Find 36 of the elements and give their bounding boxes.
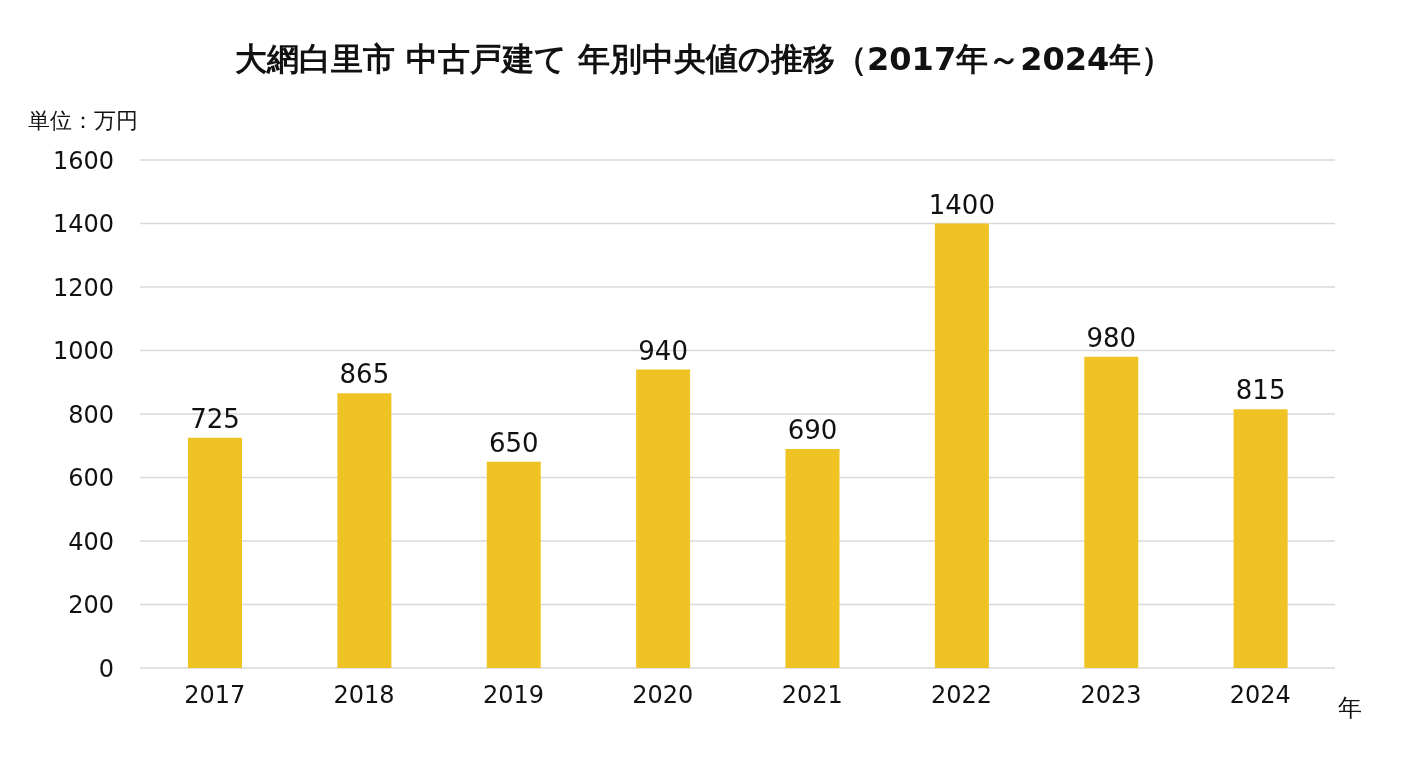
data-label: 815 [1235, 375, 1286, 406]
y-tick-label: 200 [68, 591, 114, 620]
y-tick-label: 1400 [52, 210, 114, 239]
x-tick-label: 2022 [931, 681, 993, 710]
x-tick-label: 2017 [184, 681, 246, 710]
x-tick-label: 2020 [632, 681, 694, 710]
y-tick-label: 1200 [52, 273, 114, 302]
bar [337, 393, 392, 668]
data-label: 940 [638, 335, 688, 366]
x-tick-label: 2021 [781, 681, 843, 710]
bar [934, 223, 989, 668]
y-tick-label: 0 [98, 654, 114, 683]
y-tick-label: 400 [68, 527, 114, 556]
data-label: 725 [190, 403, 240, 434]
y-tick-label: 800 [68, 400, 114, 429]
x-tick-label: 2018 [333, 681, 395, 710]
x-tick-label: 2023 [1080, 681, 1142, 710]
x-tick-label: 2024 [1229, 681, 1291, 710]
x-tick-label: 2019 [482, 681, 544, 710]
data-label: 980 [1086, 322, 1137, 353]
bar [636, 369, 691, 668]
bar [486, 461, 541, 668]
y-tick-label: 600 [68, 464, 114, 493]
chart-title: 大網白里市 中古戸建て 年別中央値の推移（2017年～2024年） [233, 39, 1175, 80]
data-label: 1400 [928, 189, 995, 220]
data-label: 650 [488, 427, 539, 458]
y-tick-label: 1600 [52, 146, 114, 175]
data-label: 865 [339, 359, 390, 390]
y-axis-title: 単位：万円 [28, 107, 138, 135]
bar [1084, 356, 1139, 668]
bar [1233, 409, 1288, 668]
bar [785, 448, 840, 668]
bar [188, 437, 242, 668]
x-axis-title: 年 [1338, 693, 1362, 724]
data-label: 690 [787, 414, 838, 445]
y-tick-label: 1000 [52, 337, 114, 366]
